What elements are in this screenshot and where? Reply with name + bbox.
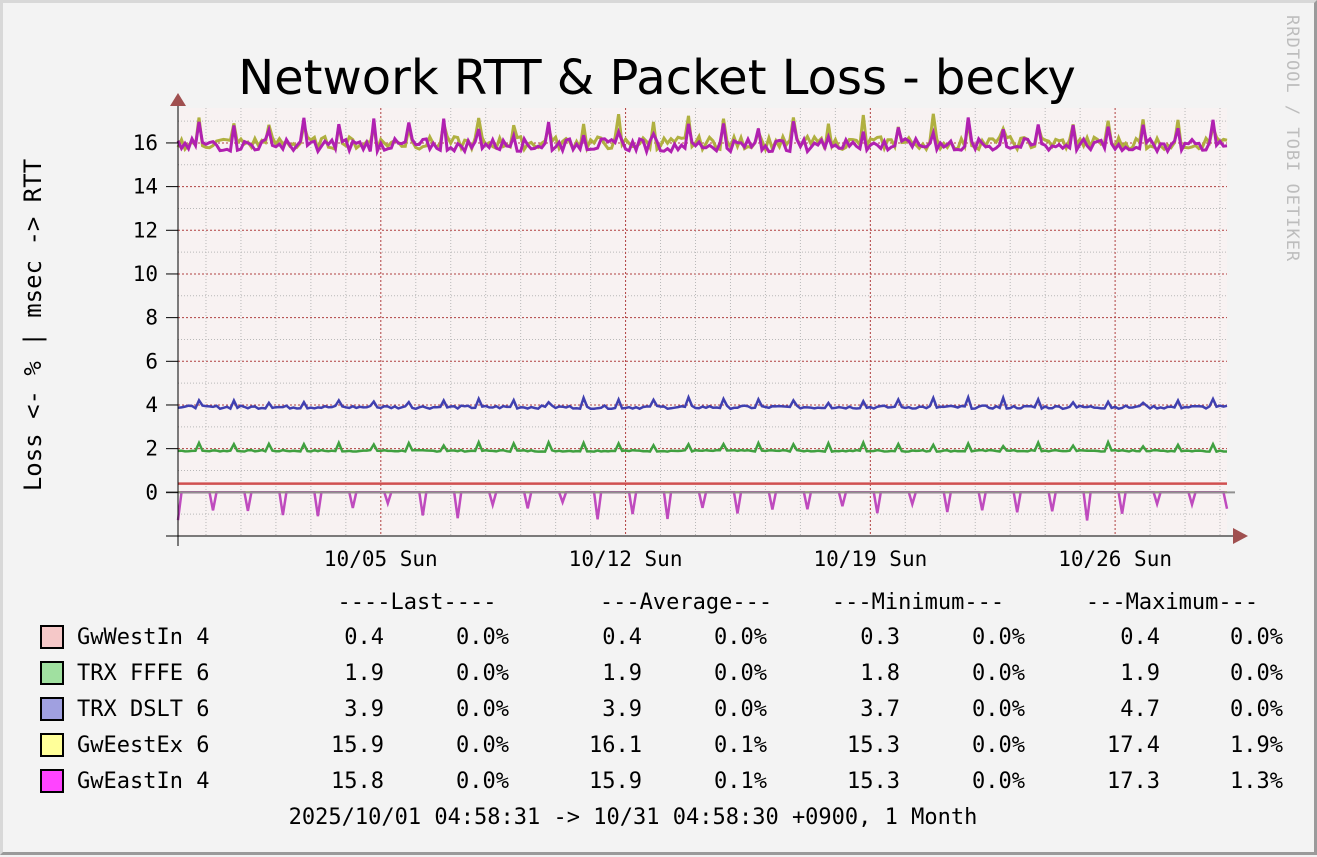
series-line-loss [176,491,1229,521]
legend-value: 1.9 [602,661,642,686]
legend-value: 3.9 [602,697,642,722]
legend-value: 1.9 [1120,661,1160,686]
x-tick-label: 10/05 Sun [324,547,438,571]
legend-value: 0.0% [1230,625,1283,650]
legend: ----Last---- ---Average--- ---Minimum--- --… [40,590,1283,794]
legend-value: 17.3 [1107,769,1160,794]
legend-value: 0.0% [456,661,509,686]
legend-series-name: TRX DSLT 6 [77,697,209,722]
legend-value: 0.4 [1120,625,1160,650]
x-tick-label: 10/12 Sun [569,547,683,571]
legend-value: 0.0% [714,625,767,650]
legend-swatch [40,733,64,757]
y-tick-label: 16 [133,131,158,155]
legend-value: 0.0% [456,769,509,794]
legend-value: 0.0% [972,733,1025,758]
chart-title: Network RTT & Packet Loss - becky [238,50,1076,106]
x-tick-label: 10/26 Sun [1058,547,1172,571]
legend-value: 0.1% [714,769,767,794]
y-tick-label: 2 [145,437,158,461]
legend-swatch [40,625,64,649]
legend-value: 17.4 [1107,733,1160,758]
legend-value: 15.3 [847,769,900,794]
legend-value: 15.9 [589,769,642,794]
legend-header: ---Minimum--- [832,590,1004,615]
legend-value: 1.9% [1230,733,1283,758]
x-ticks: 10/05 Sun 10/12 Sun 10/19 Sun 10/26 Sun [324,547,1172,571]
axes [166,93,1248,546]
legend-header: ---Average--- [600,590,772,615]
legend-swatch [40,661,64,685]
legend-value: 0.0% [1230,697,1283,722]
legend-swatch [40,697,64,721]
series-line-rtt [176,117,1228,157]
legend-series-name: GwEestEx 6 [77,733,209,758]
y-tick-label: 10 [133,262,158,286]
x-axis-arrow [1233,528,1248,544]
rtt-loss-chart: Network RTT & Packet Loss - becky RRDTOO… [19,15,1302,830]
legend-value: 0.0% [714,697,767,722]
legend-value: 0.3 [860,625,900,650]
legend-value: 1.3% [1230,769,1283,794]
legend-value: 0.0% [456,733,509,758]
legend-value: 1.8 [860,661,900,686]
series-line-rtt [177,393,1228,411]
y-ticks: 0 2 4 6 8 10 12 14 16 [133,131,158,504]
legend-value: 15.8 [331,769,384,794]
legend-value: 0.0% [456,697,509,722]
legend-value: 0.4 [602,625,642,650]
legend-value: 0.0% [972,625,1025,650]
legend-value: 3.9 [344,697,384,722]
legend-value: 0.0% [972,769,1025,794]
legend-value: 0.0% [714,661,767,686]
x-tick-label: 10/19 Sun [813,547,927,571]
legend-header: ---Maximum--- [1086,590,1258,615]
y-tick-label: 0 [145,480,158,504]
y-axis-arrow [170,93,186,106]
series-line-rtt [177,438,1227,454]
legend-value: 15.9 [331,733,384,758]
y-tick-label: 6 [145,349,158,373]
plot-area [178,108,1227,536]
legend-value: 0.0% [972,661,1025,686]
time-range: 2025/10/01 04:58:31 -> 10/31 04:58:30 +0… [289,805,978,830]
y-tick-label: 14 [133,175,158,199]
y-tick-label: 12 [133,218,158,242]
legend-value: 4.7 [1120,697,1160,722]
legend-value: 0.0% [972,697,1025,722]
legend-value: 3.7 [860,697,900,722]
legend-value: 15.3 [847,733,900,758]
y-axis-label: Loss <- % | msec -> RTT [19,159,47,491]
legend-value: 16.1 [589,733,642,758]
legend-swatch [40,769,64,793]
y-tick-label: 8 [145,306,158,330]
legend-series-name: GwEastIn 4 [77,769,209,794]
legend-series-name: TRX FFFE 6 [77,661,209,686]
legend-value: 0.4 [344,625,384,650]
legend-value: 1.9 [344,661,384,686]
legend-value: 0.1% [714,733,767,758]
legend-header: ----Last---- [338,590,497,615]
grid [178,108,1227,536]
watermark: RRDTOOL / TOBI OETIKER [1282,15,1302,262]
legend-value: 0.0% [456,625,509,650]
legend-value: 0.0% [1230,661,1283,686]
y-tick-label: 4 [145,393,158,417]
legend-series-name: GwWestIn 4 [77,625,209,650]
